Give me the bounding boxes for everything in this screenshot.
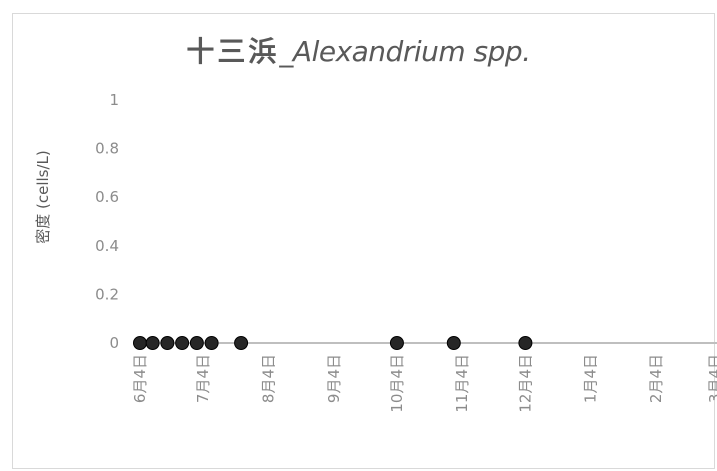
- x-tick-label: 10月4日: [388, 354, 406, 413]
- x-tick-label: 1月4日: [582, 354, 600, 403]
- chart-frame: [12, 13, 715, 469]
- x-tick-label: 8月4日: [259, 354, 277, 403]
- data-point: [389, 336, 404, 350]
- x-tick-label: 7月4日: [194, 354, 212, 403]
- data-point: [160, 336, 175, 350]
- chart-title-species: _Alexandrium spp.: [279, 35, 531, 68]
- data-point: [518, 336, 533, 350]
- y-tick-label: 1: [109, 91, 119, 109]
- y-tick-label: 0.8: [95, 140, 119, 158]
- y-tick-label: 0.2: [95, 285, 119, 303]
- y-tick-label: 0: [109, 334, 119, 352]
- y-tick-label: 0.6: [95, 188, 119, 206]
- y-axis-label: 密度 (cells/L): [34, 150, 52, 244]
- x-tick-label: 6月4日: [131, 354, 149, 403]
- data-point: [204, 336, 219, 350]
- x-tick-label: 9月4日: [325, 354, 343, 403]
- x-tick-label: 3月4日: [706, 354, 717, 403]
- x-tick-label: 12月4日: [516, 354, 534, 413]
- data-point: [189, 336, 204, 350]
- data-point: [234, 336, 249, 350]
- x-tick-label: 2月4日: [647, 354, 665, 403]
- y-tick-label: 0.4: [95, 237, 119, 255]
- data-point: [446, 336, 461, 350]
- x-tick-label: 11月4日: [453, 354, 471, 413]
- chart-title-location: 十三浜: [186, 35, 280, 68]
- chart-title: 十三浜_Alexandrium spp.: [0, 30, 717, 70]
- data-point: [145, 336, 160, 350]
- data-point: [175, 336, 190, 350]
- data-point: [133, 336, 147, 350]
